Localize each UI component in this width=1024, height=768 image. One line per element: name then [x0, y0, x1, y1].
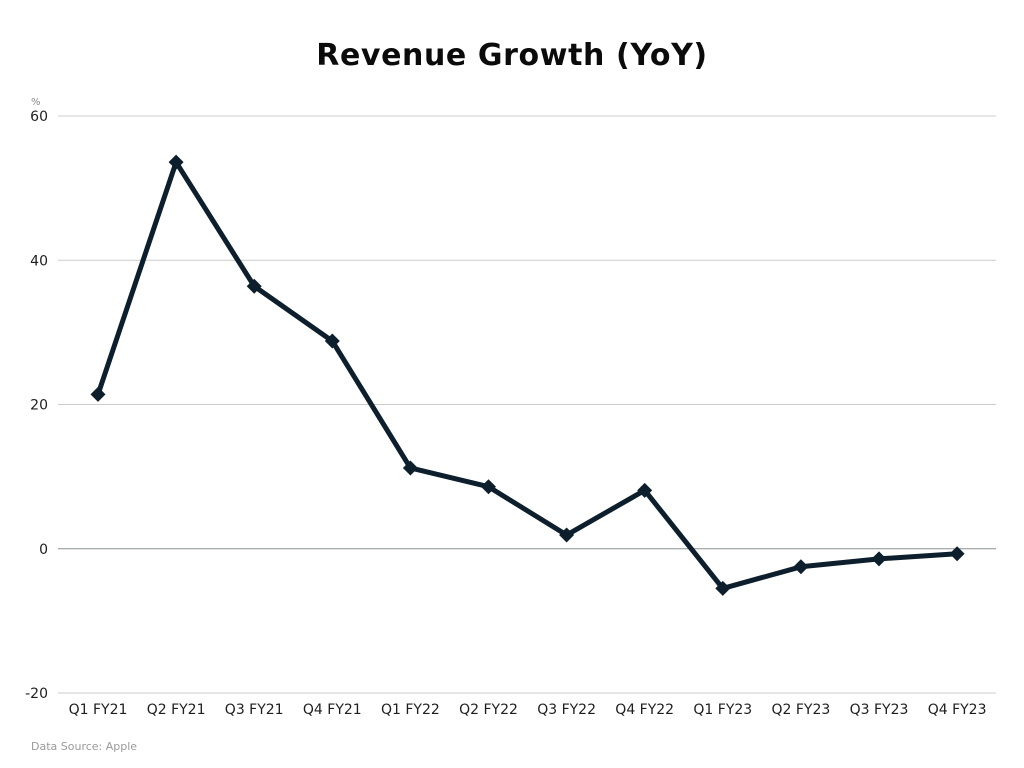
data-source-label: Data Source: — [31, 740, 103, 753]
data-point-marker — [168, 154, 184, 170]
grid-layer — [58, 115, 996, 694]
y-tick-label: -20 — [25, 686, 48, 702]
data-source-note: Data Source: Apple — [31, 740, 137, 753]
data-point-marker — [793, 559, 809, 575]
x-tick-label: Q4 FY21 — [303, 702, 362, 718]
data-source-value: Apple — [105, 740, 138, 753]
x-tick-label: Q3 FY22 — [537, 702, 596, 718]
y-axis-tick-labels: 60 40 20 0 -20 — [25, 109, 48, 702]
y-tick-label: 60 — [30, 109, 48, 125]
data-point-marker — [949, 546, 965, 562]
y-axis-unit-label: % — [31, 97, 41, 108]
y-tick-label: 40 — [30, 253, 48, 269]
marker-layer — [90, 154, 965, 596]
x-axis-tick-labels: Q1 FY21 Q2 FY21 Q3 FY21 Q4 FY21 Q1 FY22 Q2 FY… — [69, 702, 987, 718]
data-point-marker — [324, 333, 340, 349]
x-tick-label: Q2 FY22 — [459, 702, 518, 718]
data-point-marker — [637, 482, 653, 498]
data-point-marker — [402, 460, 418, 476]
y-tick-label: 0 — [39, 542, 48, 558]
data-point-marker — [246, 278, 262, 294]
x-tick-label: Q1 FY22 — [381, 702, 440, 718]
data-point-marker — [559, 527, 575, 543]
data-point-marker — [90, 386, 106, 402]
chart-title: Revenue Growth (YoY) — [316, 38, 708, 73]
series-line — [95, 159, 960, 591]
y-tick-label: 20 — [30, 398, 48, 414]
x-tick-label: Q4 FY23 — [928, 702, 987, 718]
x-tick-label: Q3 FY23 — [850, 702, 909, 718]
x-tick-label: Q2 FY23 — [772, 702, 831, 718]
x-tick-label: Q4 FY22 — [615, 702, 674, 718]
data-point-marker — [871, 551, 887, 567]
x-tick-label: Q3 FY21 — [225, 702, 284, 718]
series-layer — [95, 159, 960, 591]
x-tick-label: Q1 FY23 — [693, 702, 752, 718]
data-point-marker — [715, 580, 731, 596]
data-point-marker — [481, 479, 496, 495]
x-tick-label: Q1 FY21 — [69, 702, 128, 718]
x-tick-label: Q2 FY21 — [147, 702, 206, 718]
